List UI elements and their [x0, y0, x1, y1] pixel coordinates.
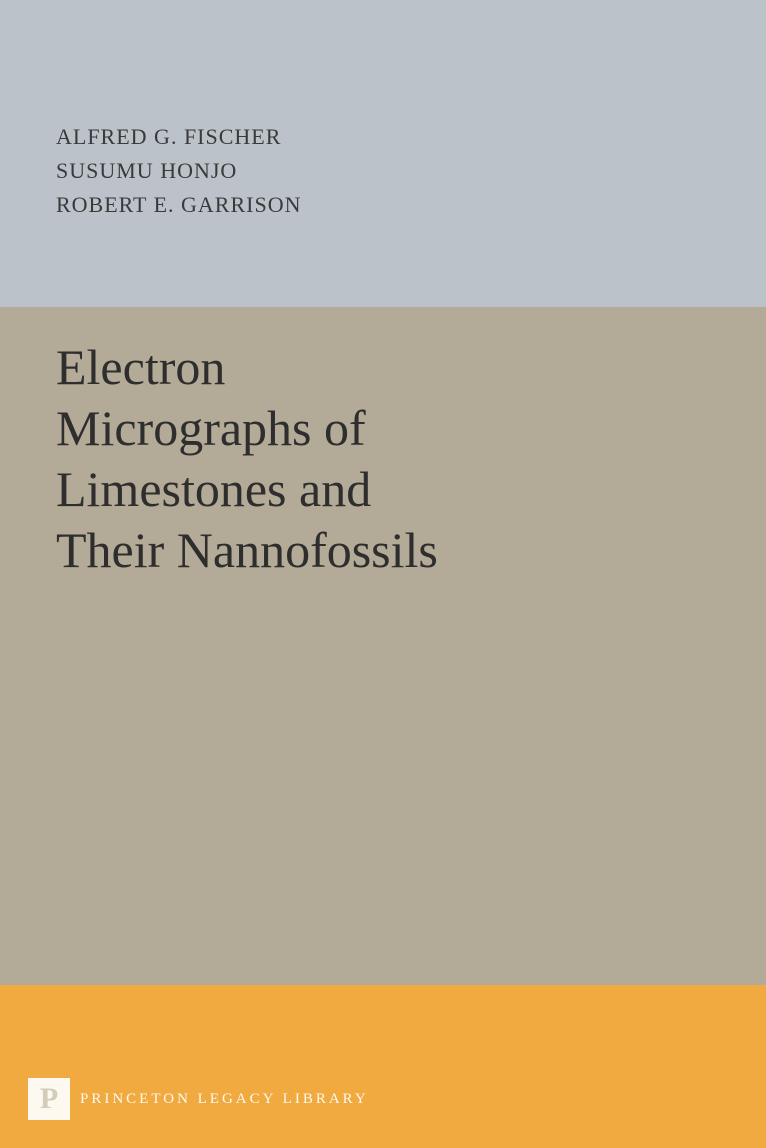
publisher-logo: P [28, 1078, 70, 1120]
author-name: ROBERT E. GARRISON [56, 188, 766, 222]
publisher-logo-letter: P [40, 1082, 58, 1116]
author-name: ALFRED G. FISCHER [56, 120, 766, 154]
publisher-block: P PRINCETON LEGACY LIBRARY [28, 1078, 369, 1120]
authors-band: ALFRED G. FISCHER SUSUMU HONJO ROBERT E.… [0, 0, 766, 307]
title-line: Limestones and [56, 461, 371, 517]
title-line: Their Nannofossils [56, 522, 438, 578]
series-name: PRINCETON LEGACY LIBRARY [80, 1091, 369, 1108]
book-cover: ALFRED G. FISCHER SUSUMU HONJO ROBERT E.… [0, 0, 766, 1148]
title-band: Electron Micrographs of Limestones and T… [0, 307, 766, 985]
author-name: SUSUMU HONJO [56, 154, 766, 188]
title-line: Micrographs of [56, 400, 366, 456]
title-line: Electron [56, 339, 225, 395]
book-title: Electron Micrographs of Limestones and T… [56, 337, 766, 581]
publisher-band: P PRINCETON LEGACY LIBRARY [0, 985, 766, 1148]
